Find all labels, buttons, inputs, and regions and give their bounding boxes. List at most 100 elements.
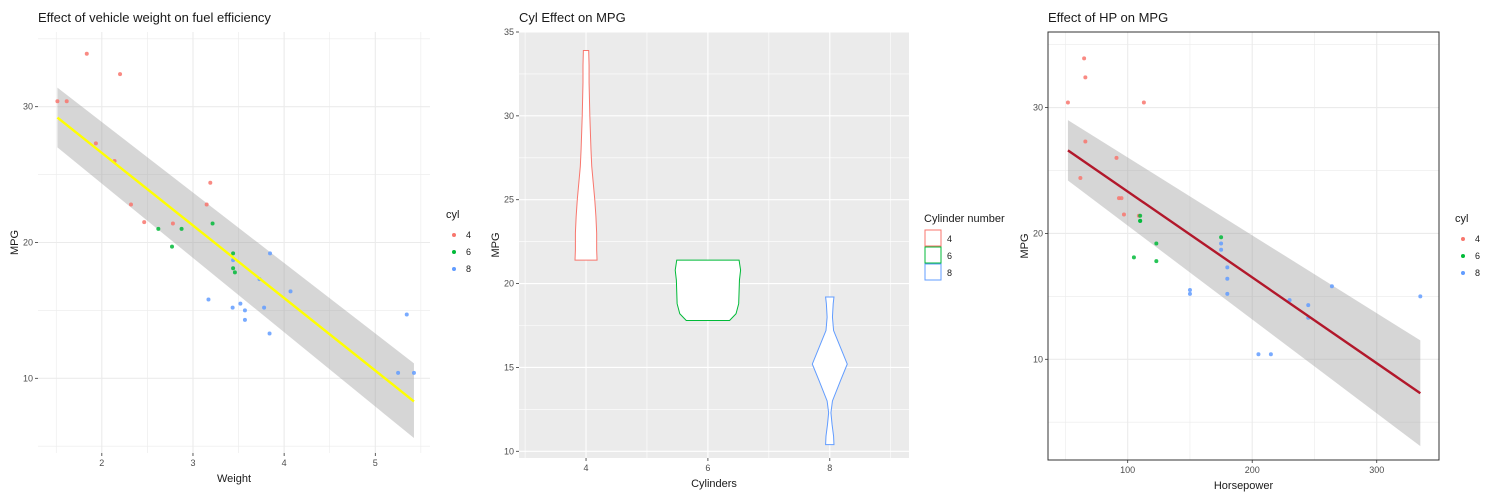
- data-point-cyl-4: [64, 99, 69, 104]
- x-axis-label: Cylinders: [691, 478, 737, 490]
- data-point-cyl-4: [170, 221, 175, 226]
- y-tick-label: 30: [504, 111, 514, 121]
- confidence-band: [1067, 120, 1421, 447]
- data-point-cyl-8: [1268, 352, 1273, 357]
- y-tick-label: 20: [23, 238, 33, 248]
- y-tick-label: 10: [504, 446, 514, 456]
- data-point-cyl-8: [404, 312, 409, 317]
- data-point-cyl-4: [142, 220, 147, 225]
- chart-title: Effect of vehicle weight on fuel efficie…: [38, 10, 271, 25]
- data-point-cyl-8: [1187, 291, 1192, 296]
- regression-line: [1067, 149, 1422, 395]
- data-point-cyl-8: [242, 308, 247, 313]
- data-point-cyl-8: [411, 370, 416, 375]
- data-point-cyl-4: [84, 51, 89, 56]
- regression-line: [56, 116, 415, 403]
- y-tick-label: 25: [504, 195, 514, 205]
- data-point-cyl-4: [1078, 176, 1083, 181]
- data-point-cyl-4: [1119, 196, 1124, 201]
- x-tick-label: 8: [827, 463, 832, 473]
- data-point-cyl-6: [1131, 255, 1136, 260]
- legend-title: cyl: [1455, 213, 1468, 225]
- data-point-cyl-8: [230, 305, 235, 310]
- legend-label: 6: [466, 247, 471, 257]
- panel-background-3: [1048, 32, 1439, 460]
- legend-label: 8: [947, 268, 952, 278]
- data-point-cyl-8: [1187, 288, 1192, 293]
- x-tick-label: 100: [1120, 465, 1135, 475]
- data-point-cyl-4: [1121, 212, 1126, 217]
- legend-key-6: [452, 250, 456, 254]
- data-point-cyl-8: [242, 317, 247, 322]
- legend-key-4: [452, 233, 456, 237]
- data-point-cyl-4: [1083, 139, 1088, 144]
- legend-label: 6: [1475, 251, 1480, 261]
- confidence-band: [57, 87, 414, 439]
- legend-key-4: [1461, 237, 1465, 241]
- y-tick-label: 35: [504, 27, 514, 37]
- data-point-cyl-6: [156, 226, 161, 231]
- data-point-cyl-6: [1138, 218, 1143, 223]
- data-point-cyl-4: [208, 180, 213, 185]
- x-tick-label: 4: [282, 458, 287, 468]
- x-axis-label: Horsepower: [1214, 480, 1274, 492]
- x-tick-label: 4: [584, 463, 589, 473]
- data-point-cyl-8: [1256, 352, 1261, 357]
- legend-label: 6: [947, 251, 952, 261]
- legend-key-8: [452, 267, 456, 271]
- legend-label: 4: [1475, 234, 1480, 244]
- y-axis-label: MPG: [490, 232, 502, 257]
- legend-title: Cylinder number: [924, 213, 1005, 225]
- data-point-cyl-6: [179, 226, 184, 231]
- data-point-cyl-6: [231, 251, 236, 256]
- violin-cyl-4: [574, 49, 598, 261]
- data-point-cyl-6: [1154, 259, 1159, 264]
- data-point-cyl-8: [262, 305, 267, 310]
- y-tick-label: 30: [1033, 103, 1043, 113]
- data-point-cyl-4: [1141, 100, 1146, 105]
- legend-label: 4: [947, 234, 952, 244]
- data-point-cyl-8: [267, 331, 272, 336]
- legend-key-6: [924, 246, 942, 264]
- chart-title: Cyl Effect on MPG: [519, 10, 626, 25]
- y-axis-label: MPG: [1019, 233, 1031, 258]
- legend-label: 8: [1475, 268, 1480, 278]
- data-point-cyl-8: [288, 289, 293, 294]
- data-point-cyl-8: [1306, 303, 1311, 308]
- data-point-cyl-8: [1418, 294, 1423, 299]
- panel-border: [1047, 31, 1440, 461]
- data-point-cyl-8: [1329, 284, 1334, 289]
- x-tick-label: 6: [705, 463, 710, 473]
- data-point-cyl-6: [1219, 235, 1224, 240]
- y-tick-label: 10: [1033, 354, 1043, 364]
- data-point-cyl-4: [1082, 56, 1087, 61]
- x-tick-label: 200: [1245, 465, 1260, 475]
- y-tick-label: 15: [504, 362, 514, 372]
- x-axis-label: Weight: [217, 473, 251, 485]
- data-point-cyl-8: [238, 301, 243, 306]
- data-point-cyl-8: [1225, 291, 1230, 296]
- x-tick-label: 2: [99, 458, 104, 468]
- legend-label: 4: [466, 230, 471, 240]
- data-point-cyl-6: [232, 270, 237, 275]
- x-tick-label: 300: [1369, 465, 1384, 475]
- data-point-cyl-8: [396, 370, 401, 375]
- data-point-cyl-4: [1114, 155, 1119, 160]
- data-point-cyl-6: [1138, 213, 1143, 218]
- y-tick-label: 10: [23, 373, 33, 383]
- data-point-cyl-8: [206, 297, 211, 302]
- data-point-cyl-6: [170, 244, 175, 249]
- chart-title: Effect of HP on MPG: [1048, 10, 1168, 25]
- x-tick-label: 3: [190, 458, 195, 468]
- data-point-cyl-8: [268, 251, 273, 256]
- data-point-cyl-4: [128, 202, 133, 207]
- legend-key-6: [1461, 254, 1465, 258]
- legend-key-4: [924, 229, 942, 247]
- data-point-cyl-8: [1225, 265, 1230, 270]
- data-point-cyl-4: [204, 202, 209, 207]
- data-point-cyl-8: [1225, 276, 1230, 281]
- data-point-cyl-4: [118, 72, 123, 77]
- data-point-cyl-4: [1065, 100, 1070, 105]
- data-point-cyl-6: [210, 221, 215, 226]
